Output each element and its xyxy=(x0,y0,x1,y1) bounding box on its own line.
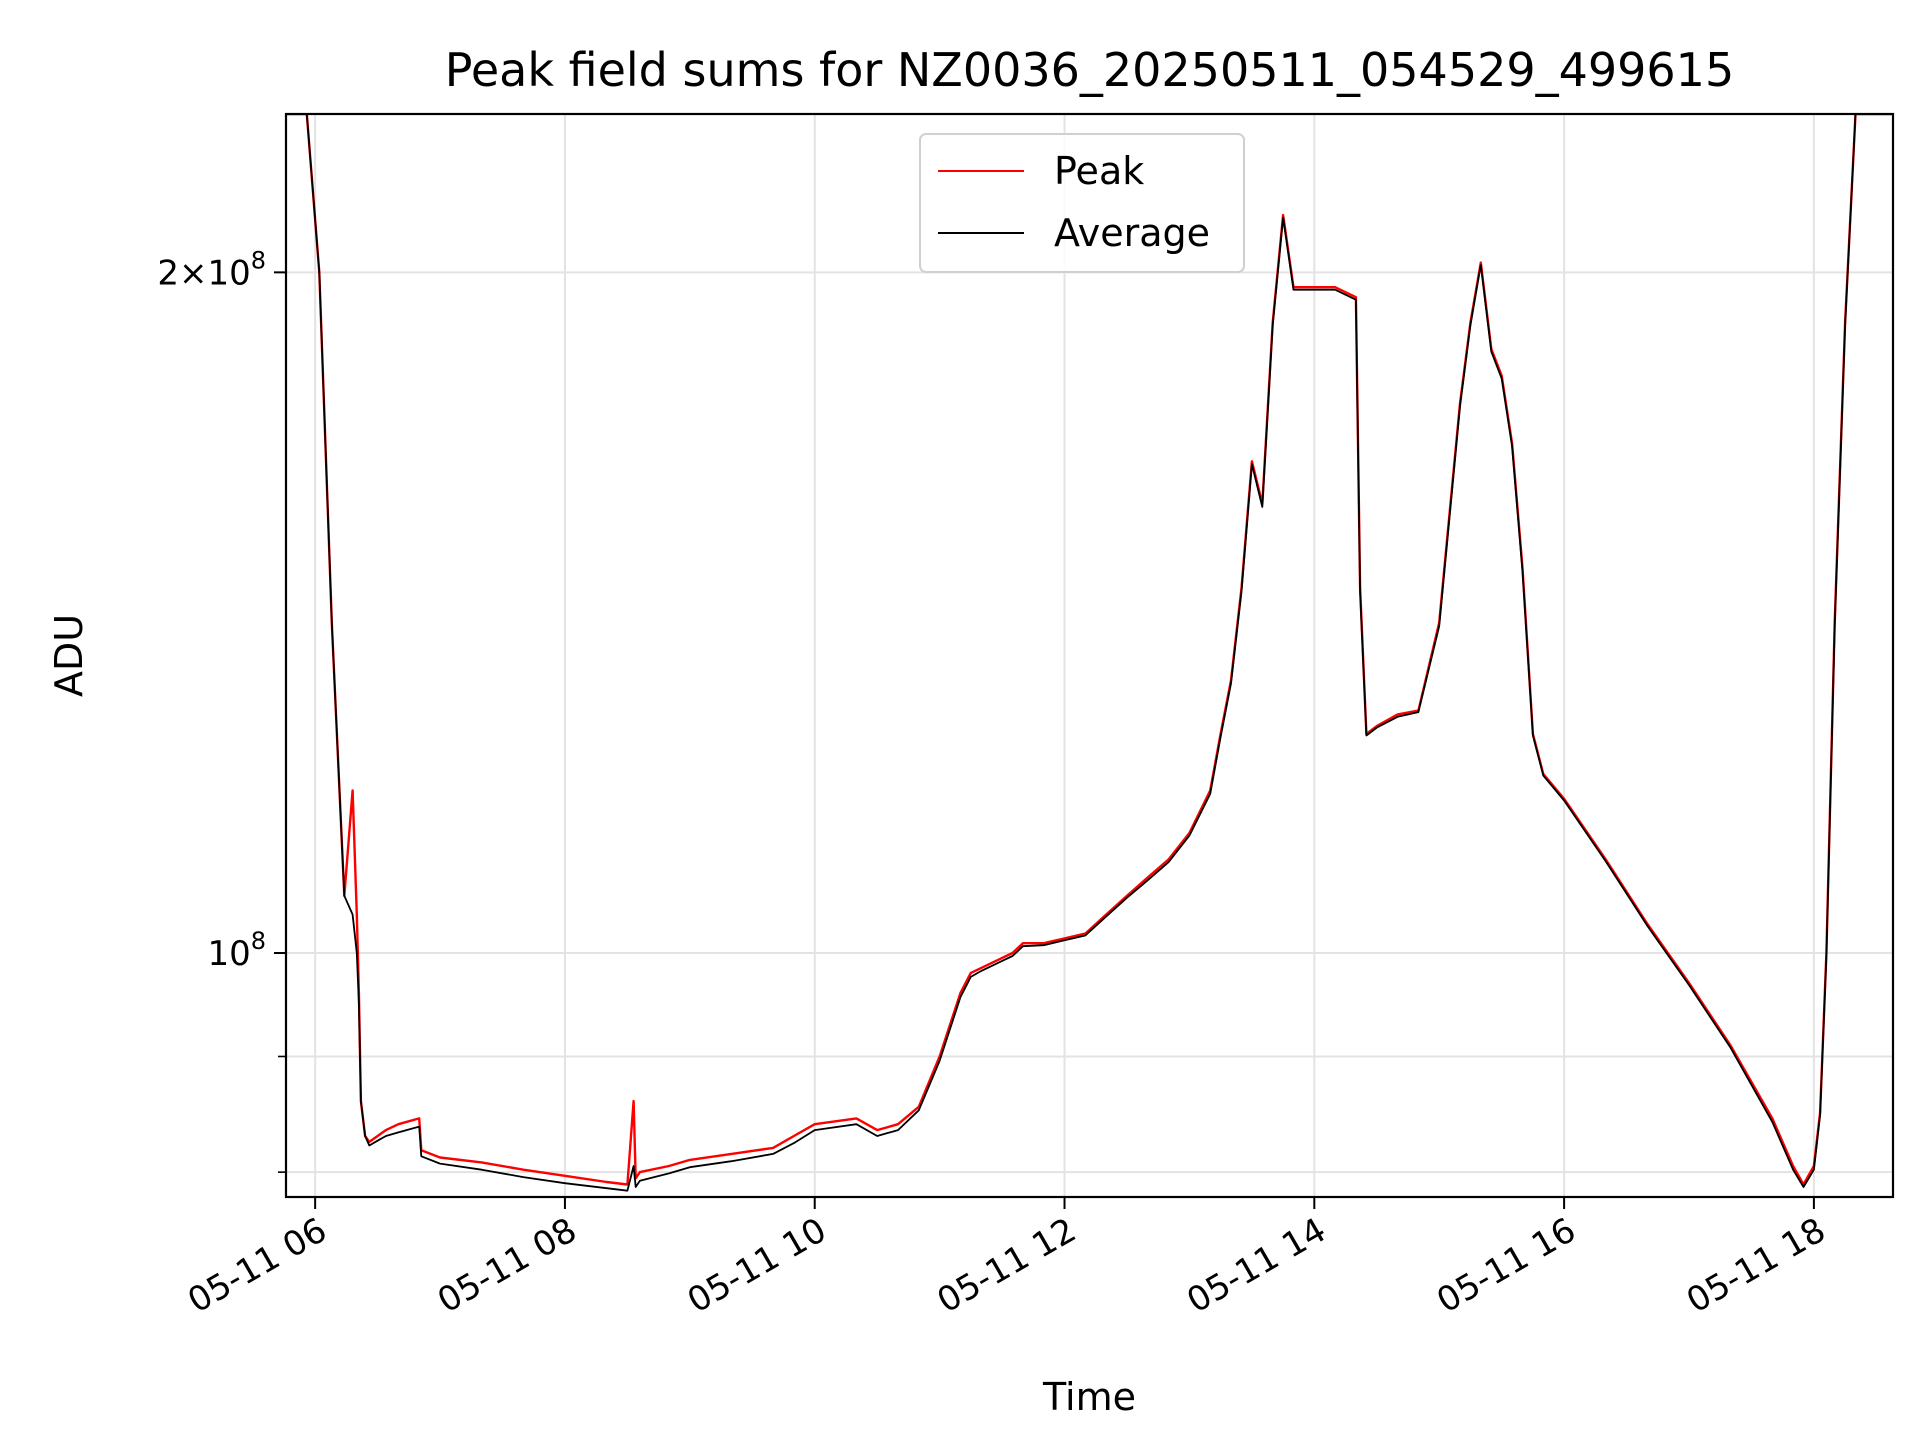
y-tick-label: 2×108 xyxy=(157,246,266,293)
y-tick-label: 108 xyxy=(207,927,266,974)
y-axis-label: ADU xyxy=(47,614,91,697)
legend: Peak Average xyxy=(919,133,1245,273)
legend-label-average: Average xyxy=(1054,211,1210,255)
legend-label-peak: Peak xyxy=(1054,149,1144,193)
legend-box xyxy=(919,133,1245,273)
series-layer xyxy=(286,114,1893,1192)
chart-title: Peak field sums for NZ0036_20250511_0545… xyxy=(445,43,1734,97)
series-line-peak xyxy=(286,114,1893,1186)
plot-frame xyxy=(284,112,1895,1199)
series-line-average xyxy=(286,114,1893,1192)
x-axis-label: Time xyxy=(1042,1375,1136,1419)
